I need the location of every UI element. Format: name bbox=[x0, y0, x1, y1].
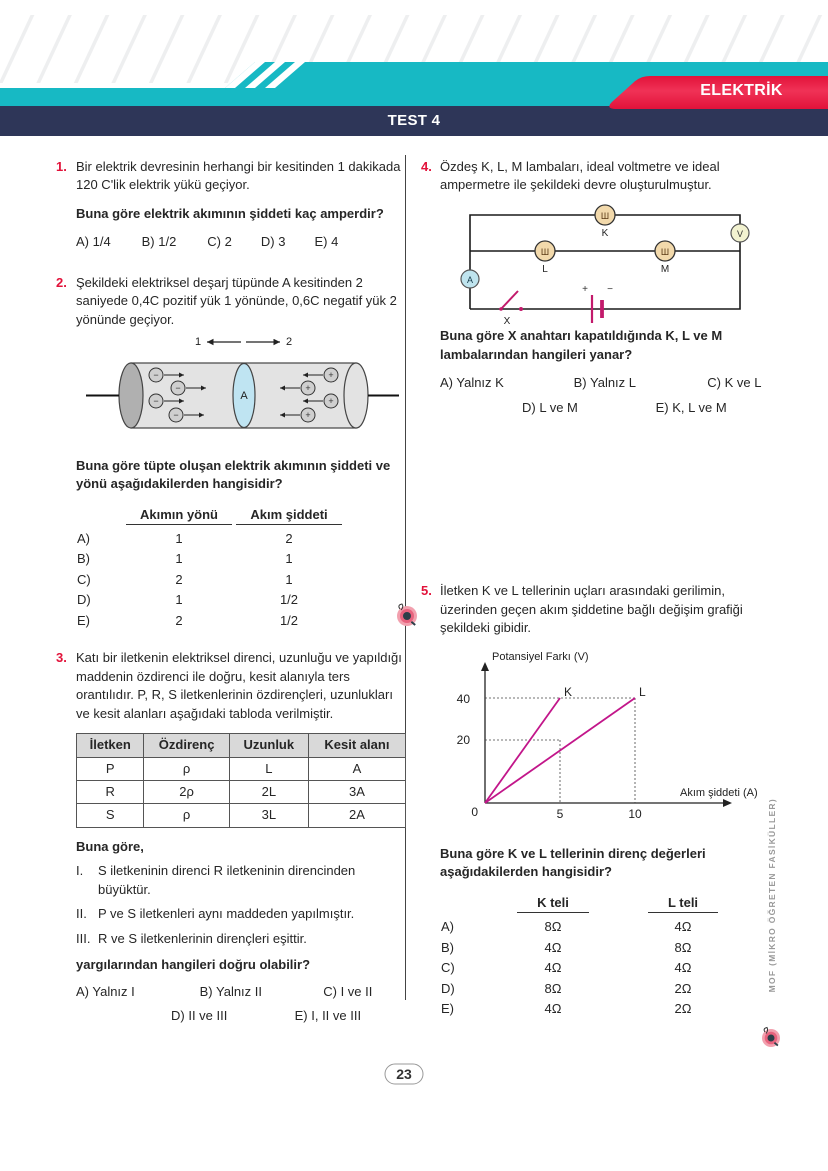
svg-text:40: 40 bbox=[457, 692, 471, 706]
svg-text:A: A bbox=[467, 275, 473, 285]
svg-text:Akım şiddeti (A): Akım şiddeti (A) bbox=[680, 787, 758, 799]
svg-text:K: K bbox=[602, 228, 609, 239]
svg-text:Potansiyel Farkı (V): Potansiyel Farkı (V) bbox=[492, 651, 589, 663]
svg-text:V: V bbox=[737, 229, 743, 239]
svg-text:+: + bbox=[305, 383, 310, 393]
svg-text:20: 20 bbox=[457, 733, 471, 747]
svg-text:+: + bbox=[305, 410, 310, 420]
svg-text:−: − bbox=[175, 383, 180, 393]
svg-text:1: 1 bbox=[195, 336, 201, 348]
svg-text:−: − bbox=[153, 396, 158, 406]
svg-text:L: L bbox=[639, 685, 646, 699]
svg-text:−: − bbox=[153, 370, 158, 380]
svg-text:−: − bbox=[173, 410, 178, 420]
svg-text:+: + bbox=[328, 396, 333, 406]
svg-text:A: A bbox=[240, 390, 248, 402]
svg-text:0: 0 bbox=[471, 805, 478, 819]
svg-text:2: 2 bbox=[286, 336, 292, 348]
svg-text:X: X bbox=[504, 316, 511, 327]
svg-text:L: L bbox=[542, 264, 548, 275]
svg-text:+: + bbox=[582, 284, 588, 295]
svg-text:K: K bbox=[564, 685, 572, 699]
svg-text:−: − bbox=[607, 284, 613, 295]
svg-text:M: M bbox=[661, 264, 669, 275]
svg-text:10: 10 bbox=[628, 807, 642, 821]
svg-text:Ш: Ш bbox=[661, 247, 669, 257]
svg-text:+: + bbox=[328, 370, 333, 380]
svg-text:Ш: Ш bbox=[541, 247, 549, 257]
svg-text:Ш: Ш bbox=[601, 211, 609, 221]
svg-text:5: 5 bbox=[557, 807, 564, 821]
